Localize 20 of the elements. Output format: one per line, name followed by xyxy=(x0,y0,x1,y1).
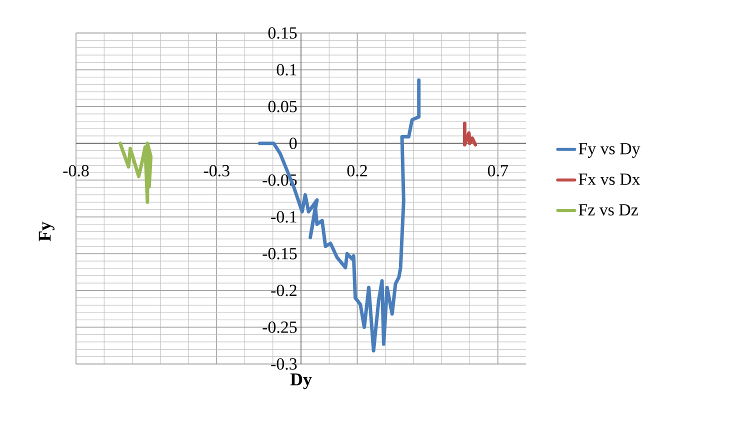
y-axis-title: Fy xyxy=(38,222,54,242)
y-tick-label: -0.2 xyxy=(271,284,296,296)
y-tick-label: -0.3 xyxy=(271,358,297,370)
y-tick-label: -0.25 xyxy=(262,321,297,333)
x-tick-label: 0.2 xyxy=(347,164,367,176)
x-axis-title: Dy xyxy=(290,374,312,390)
y-tick-label: 0.1 xyxy=(276,64,296,76)
legend-label: Fx vs Dx xyxy=(578,174,640,185)
legend-label: Fy vs Dy xyxy=(578,143,640,158)
y-tick-label: 0.15 xyxy=(268,27,297,39)
line-series xyxy=(258,78,421,353)
y-tick-label: 0.05 xyxy=(268,100,297,112)
x-tick-label: -0.8 xyxy=(63,164,89,176)
y-tick-label: -0.1 xyxy=(271,211,296,223)
y-tick-label: -0.15 xyxy=(262,248,297,260)
x-tick-label: 0.7 xyxy=(488,164,508,176)
line-series xyxy=(118,142,153,204)
legend-label: Fz vs Dz xyxy=(578,204,638,216)
line-series xyxy=(462,122,478,147)
x-tick-label: -0.3 xyxy=(204,164,230,176)
